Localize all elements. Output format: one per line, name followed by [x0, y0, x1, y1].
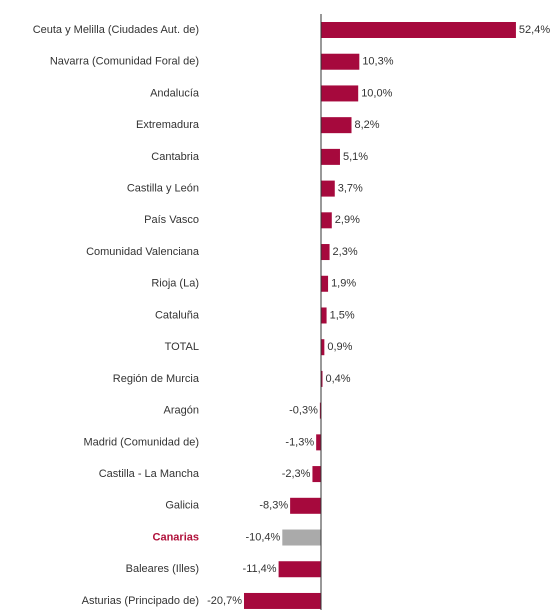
category-label: Cataluña — [155, 309, 200, 321]
category-label: Asturias (Principado de) — [82, 595, 199, 607]
bar — [321, 275, 329, 292]
bar — [243, 592, 321, 609]
value-label: 2,9% — [335, 214, 360, 226]
bar — [316, 434, 321, 451]
value-label: 10,0% — [361, 87, 392, 99]
value-label: 1,9% — [331, 278, 356, 290]
bar — [282, 529, 321, 546]
value-label: 0,4% — [325, 373, 350, 385]
category-label: Castilla y León — [127, 183, 199, 195]
bar — [321, 180, 335, 197]
value-label: 1,5% — [330, 309, 355, 321]
category-label: Aragón — [164, 405, 199, 417]
category-label: Navarra (Comunidad Foral de) — [50, 56, 199, 68]
category-label: Ceuta y Melilla (Ciudades Aut. de) — [33, 24, 199, 36]
bar — [312, 466, 321, 483]
value-label: -1,3% — [285, 436, 314, 448]
bar — [321, 339, 325, 356]
category-label: TOTAL — [165, 341, 199, 353]
bar — [321, 22, 516, 38]
bar — [321, 85, 359, 102]
value-label: 52,4% — [519, 24, 550, 36]
category-label: Extremadura — [136, 119, 200, 131]
bar — [321, 117, 352, 134]
bar — [321, 307, 327, 324]
category-label: Rioja (La) — [151, 278, 199, 290]
bar — [321, 244, 330, 261]
value-label: -8,3% — [259, 500, 288, 512]
bar — [278, 561, 321, 578]
value-label: 8,2% — [355, 119, 380, 131]
value-label: 0,9% — [327, 341, 352, 353]
bar — [319, 402, 321, 419]
bar — [321, 148, 340, 165]
bar — [290, 497, 321, 514]
value-label: 5,1% — [343, 151, 368, 163]
value-label: -11,4% — [243, 563, 277, 575]
category-label: Baleares (Illes) — [126, 563, 199, 575]
value-label: 2,3% — [333, 246, 358, 258]
value-label: -20,7% — [207, 595, 242, 607]
bar — [321, 370, 323, 387]
value-label: -0,3% — [289, 405, 318, 417]
bar — [321, 212, 332, 229]
category-label: Comunidad Valenciana — [86, 246, 200, 258]
category-label: Madrid (Comunidad de) — [83, 436, 199, 448]
category-label: Galicia — [165, 500, 200, 512]
bar — [321, 53, 360, 70]
category-label: País Vasco — [144, 214, 199, 226]
category-label: Andalucía — [150, 87, 200, 99]
category-label: Canarias — [153, 531, 199, 543]
category-label: Castilla - La Mancha — [99, 468, 200, 480]
value-label: 3,7% — [338, 183, 363, 195]
category-label: Región de Murcia — [113, 373, 200, 385]
value-label: -2,3% — [282, 468, 311, 480]
value-label: -10,4% — [245, 531, 280, 543]
category-label: Cantabria — [151, 151, 200, 163]
value-label: 10,3% — [362, 56, 393, 68]
